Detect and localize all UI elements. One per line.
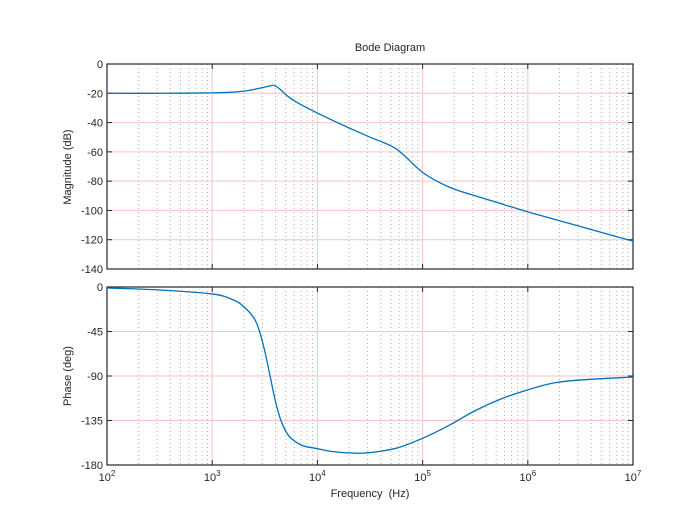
y-tick-label: 0 — [97, 282, 103, 294]
y-tick-label: -180 — [81, 460, 103, 472]
x-tick-label: 103 — [204, 469, 221, 484]
response-line — [106, 84, 634, 242]
chart-title: Bode Diagram — [355, 42, 425, 54]
y-tick-label: -140 — [81, 264, 103, 276]
x-tick-label: 104 — [309, 469, 326, 484]
y-tick-label: -100 — [81, 205, 103, 217]
y-tick-label: -60 — [87, 147, 103, 159]
magnitude-axes: 0 -20 -40 -60 -80 -100 -120 -140 — [81, 59, 634, 276]
magnitude-ylabel: Magnitude (dB) — [62, 129, 74, 204]
x-tick-label: 106 — [519, 469, 536, 484]
y-tick-label: -20 — [87, 88, 103, 100]
x-axis-label: Frequency (Hz) — [331, 488, 410, 500]
response-line — [106, 287, 634, 454]
y-tick-label: -80 — [87, 176, 103, 188]
y-tick-label: -135 — [81, 416, 103, 428]
phase-ylabel: Phase (deg) — [62, 346, 74, 406]
y-tick-label: -120 — [81, 235, 103, 247]
axes-frame — [106, 63, 634, 270]
axes-frame — [106, 286, 634, 466]
x-tick-label: 105 — [414, 469, 431, 484]
y-tick-label: -40 — [87, 118, 103, 130]
x-tick-label: 107 — [625, 469, 642, 484]
y-tick-label: -45 — [87, 327, 103, 339]
y-tick-label: -90 — [87, 371, 103, 383]
y-tick-label: 0 — [97, 59, 103, 71]
